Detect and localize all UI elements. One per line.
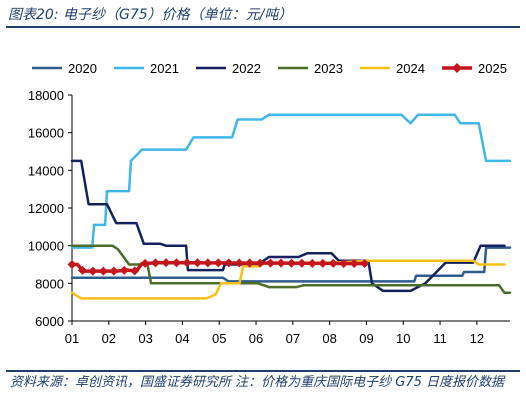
series-marker-2025	[213, 258, 223, 268]
x-tick-label: 06	[249, 331, 263, 346]
legend-label-2020: 2020	[68, 61, 97, 76]
series-marker-2025	[266, 258, 276, 268]
title-rule	[6, 26, 520, 28]
x-tick-label: 04	[175, 331, 189, 346]
series-marker-2025	[119, 265, 129, 275]
y-tick-label: 12000	[28, 201, 64, 216]
series-marker-2025	[328, 258, 338, 268]
series-marker-2025	[140, 258, 150, 268]
x-tick-label: 09	[359, 331, 373, 346]
y-tick-label: 16000	[28, 126, 64, 141]
series-marker-2025	[360, 259, 370, 269]
series-marker-2025	[318, 258, 328, 268]
series-marker-2025	[234, 258, 244, 268]
legend: 2020 2021 2022 2023 2024 2025	[32, 61, 507, 76]
series-marker-2025	[88, 266, 98, 276]
x-tick-label: 02	[102, 331, 116, 346]
series-marker-2025	[192, 258, 202, 268]
legend-label-2022: 2022	[232, 61, 261, 76]
series-line-2023	[70, 244, 512, 295]
series-marker-2025	[161, 258, 171, 268]
series-marker-2025	[286, 258, 296, 268]
legend-marker-2025	[452, 63, 462, 73]
source-note: 资料来源：卓创资讯，国盛证券研究所 注：价格为重庆国际电子纱 G75 日度报价数…	[10, 375, 505, 390]
series-line-2022	[70, 159, 506, 293]
series-marker-2025	[109, 266, 119, 276]
series-line-2024	[70, 259, 506, 300]
series-marker-2025	[224, 258, 234, 268]
x-tick-label: 11	[433, 331, 447, 346]
y-tick-label: 14000	[28, 163, 64, 178]
series-marker-2025	[67, 260, 77, 269]
series-marker-2025	[297, 258, 307, 268]
x-tick-label: 10	[396, 331, 410, 346]
legend-label-2025: 2025	[478, 61, 507, 76]
legend-label-2024: 2024	[396, 61, 425, 76]
x-tick-label: 12	[470, 331, 484, 346]
x-tick-label: 03	[138, 331, 152, 346]
x-tick-label: 01	[65, 331, 79, 346]
legend-label-2023: 2023	[314, 61, 343, 76]
x-tick-label: 08	[322, 331, 336, 346]
series-marker-2025	[151, 258, 161, 268]
series-line-2021	[70, 113, 512, 249]
series-marker-2025	[245, 258, 255, 268]
legend-label-2021: 2021	[150, 61, 179, 76]
series-marker-2025	[349, 259, 359, 269]
plot-area: 6000 8000 10000 12000 14000 16000 18000 01 02 03 0…	[28, 88, 512, 346]
series-marker-2025	[130, 266, 140, 276]
source-rule	[6, 370, 520, 372]
series-marker-2025	[307, 258, 317, 268]
series-marker-2025	[203, 258, 213, 268]
series-marker-2025	[276, 258, 286, 268]
series-marker-2025	[255, 258, 265, 268]
series-marker-2025	[182, 258, 192, 268]
series-marker-2025	[98, 266, 108, 276]
chart-title: 图表20: 电子纱（G75）价格（单位：元/吨）	[8, 7, 293, 23]
series-marker-2025	[172, 258, 182, 268]
x-tick-label: 05	[212, 331, 226, 346]
y-tick-label: 6000	[35, 314, 64, 329]
y-tick-label: 18000	[28, 88, 64, 103]
series-marker-2025	[77, 265, 87, 275]
y-tick-label: 10000	[28, 239, 64, 254]
series-marker-2025	[339, 258, 349, 268]
y-tick-label: 8000	[35, 276, 64, 291]
x-tick-label: 07	[286, 331, 300, 346]
